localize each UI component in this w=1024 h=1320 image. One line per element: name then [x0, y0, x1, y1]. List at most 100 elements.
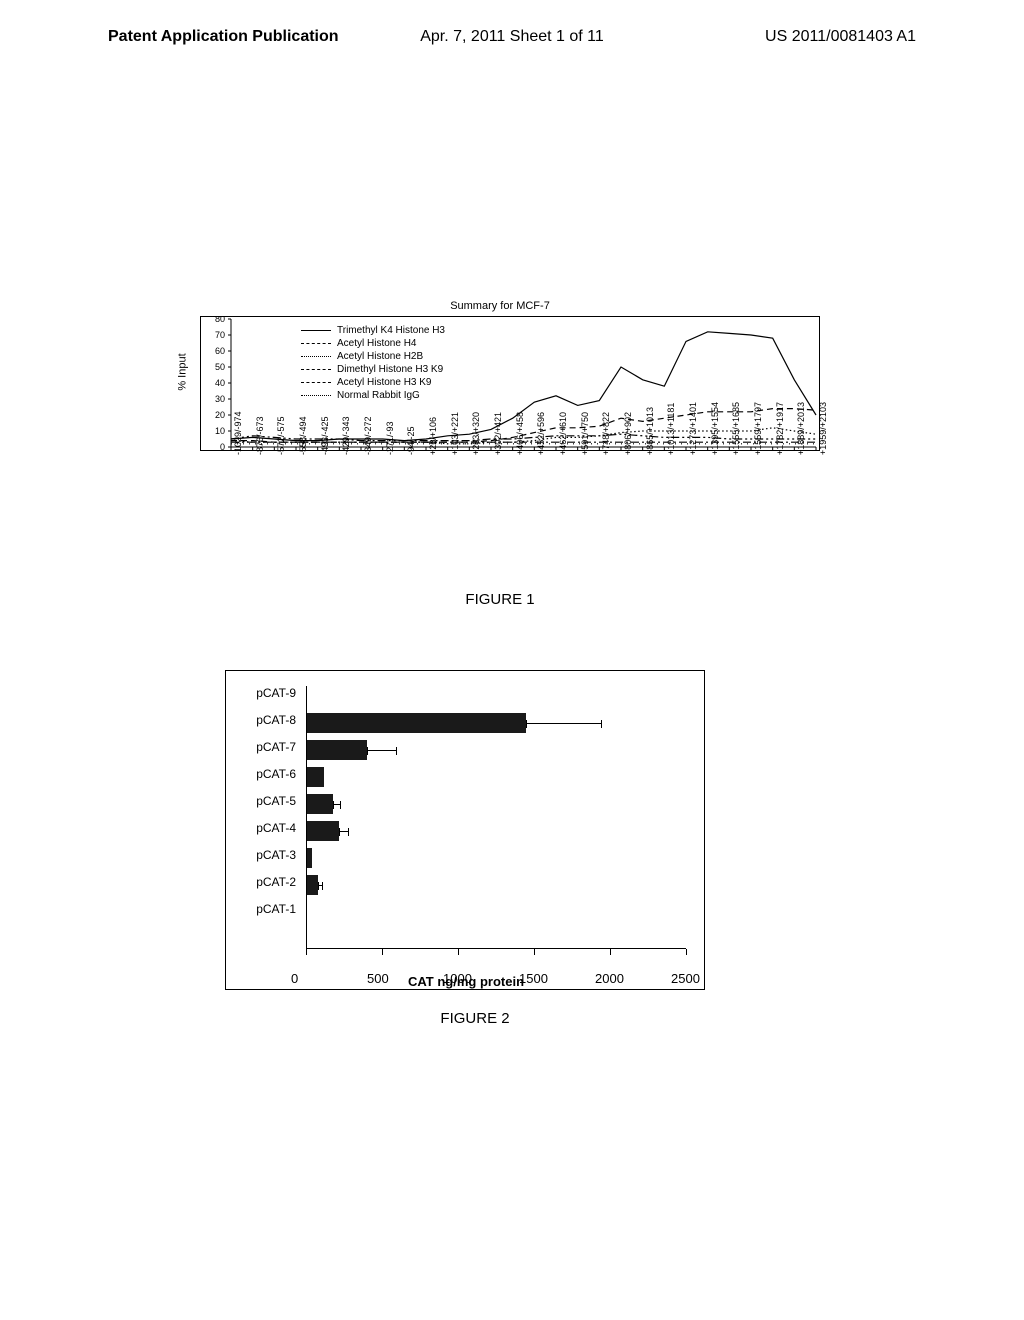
fig2-category-label: pCAT-5: [236, 794, 296, 808]
fig1-x-tick: +406/+458: [515, 412, 525, 455]
legend-swatch: [301, 356, 331, 357]
fig2-x-axis-line: [306, 948, 686, 949]
fig1-x-tick: -493/-425: [320, 416, 330, 455]
fig1-x-tick: -572/-575: [276, 416, 286, 455]
legend-label: Acetyl Histone H4: [337, 338, 416, 349]
figure-2: pCAT-9 pCAT-8 pCAT-7 pCAT-6 pCAT-5 pCAT-4 pCAT…: [225, 670, 725, 1050]
fig1-y-axis-label: % Input: [177, 353, 189, 390]
fig2-category-label: pCAT-9: [236, 686, 296, 700]
fig1-title: Summary for MCF-7: [180, 300, 820, 312]
fig1-x-tick: +1555/+1685: [731, 402, 741, 455]
svg-text:10: 10: [215, 426, 225, 436]
fig2-bars: pCAT-9pCAT-8pCAT-7pCAT-6pCAT-5pCAT-4pCAT…: [306, 686, 694, 926]
fig1-x-tick: +1959/+2103: [818, 402, 828, 455]
fig2-bar: [306, 713, 526, 733]
fig2-bar-row: [306, 794, 341, 814]
svg-text:20: 20: [215, 410, 225, 420]
fig1-x-tick: +1013/+1181: [666, 403, 676, 455]
fig1-x-tick: +26/+106: [428, 417, 438, 455]
legend-swatch: [301, 382, 331, 383]
fig2-bar-row: [306, 713, 602, 733]
fig2-bar-row: [306, 875, 323, 895]
header-date-sheet: Apr. 7, 2011 Sheet 1 of 11: [420, 28, 604, 46]
fig2-category-label: pCAT-4: [236, 821, 296, 835]
fig1-x-tick: +462/+610: [558, 412, 568, 455]
figure-1: Summary for MCF-7 01020304050607080 Trim…: [180, 300, 820, 540]
fig2-y-axis-line: [306, 686, 307, 951]
fig2-x-tick-mark: [686, 949, 687, 955]
fig2-category-label: pCAT-2: [236, 875, 296, 889]
svg-text:60: 60: [215, 346, 225, 356]
fig2-bar-row: [306, 821, 349, 841]
fig2-error-bar: [318, 885, 323, 886]
header-pub-number: US 2011/0081403 A1: [765, 28, 916, 46]
fig1-x-tick: +1395/+1554: [710, 402, 720, 455]
fig2-bar-row: [306, 767, 324, 787]
fig1-legend: Trimethyl K4 Histone H3 Acetyl Histone H4…: [301, 325, 445, 403]
fig2-category-label: pCAT-3: [236, 848, 296, 862]
legend-label: Acetyl Histone H2B: [337, 351, 423, 362]
fig2-bar: [306, 740, 367, 760]
legend-swatch: [301, 369, 331, 370]
legend-swatch: [301, 330, 331, 331]
fig1-x-tick: -1029/-974: [233, 411, 243, 455]
fig1-x-tick: +806/+902: [623, 412, 633, 455]
legend-label: Trimethyl K4 Histone H3: [337, 325, 445, 336]
fig2-x-axis-label: CAT ng/mg protein: [226, 974, 706, 989]
fig1-legend-item: Acetyl Histone H2B: [301, 351, 445, 362]
fig2-bar: [306, 767, 324, 787]
fig2-plot-area: pCAT-9 pCAT-8 pCAT-7 pCAT-6 pCAT-5 pCAT-4 pCAT…: [225, 670, 705, 990]
page-header: Patent Application Publication Apr. 7, 2…: [0, 28, 1024, 46]
fig1-x-tick: -558/-494: [298, 416, 308, 455]
fig2-error-bar: [339, 831, 348, 832]
fig2-error-bar: [526, 723, 602, 724]
fig2-caption: FIGURE 2: [225, 1010, 725, 1027]
fig1-legend-item: Acetyl Histone H4: [301, 338, 445, 349]
fig2-category-label: pCAT-6: [236, 767, 296, 781]
fig1-x-tick: +302/+421: [493, 412, 503, 455]
fig2-bar: [306, 875, 318, 895]
fig2-error-bar: [367, 750, 397, 751]
fig2-x-tick-mark: [534, 949, 535, 955]
fig2-bar: [306, 794, 333, 814]
fig1-x-tick: -876/-673: [255, 416, 265, 455]
fig1-x-tick: -271/-93: [385, 421, 395, 455]
fig1-x-tick: -94/-25: [406, 426, 416, 455]
fig2-category-label: pCAT-1: [236, 902, 296, 916]
fig2-category-label: pCAT-8: [236, 713, 296, 727]
fig1-x-tick: +1782/+1917: [775, 402, 785, 455]
fig1-x-tick: +591/+750: [580, 412, 590, 455]
fig1-plot-area: 01020304050607080 Trimethyl K4 Histone H…: [200, 316, 820, 451]
svg-text:40: 40: [215, 378, 225, 388]
legend-swatch: [301, 343, 331, 344]
legend-label: Dimethyl Histone H3 K9: [337, 364, 443, 375]
legend-swatch: [301, 395, 331, 396]
fig1-x-tick: +1273/+1401: [688, 402, 698, 455]
fig2-x-tick-mark: [610, 949, 611, 955]
fig1-x-tick: +865/+1013: [645, 407, 655, 455]
fig1-x-ticks: -1029/-974-876/-673-572/-575-558/-494-49…: [200, 451, 820, 521]
fig1-x-tick: -349/-272: [363, 416, 373, 455]
fig1-x-tick: +748/+822: [601, 412, 611, 455]
fig2-category-label: pCAT-7: [236, 740, 296, 754]
legend-label: Normal Rabbit IgG: [337, 390, 420, 401]
fig1-x-tick: -429/-343: [341, 416, 351, 455]
svg-text:50: 50: [215, 362, 225, 372]
svg-text:30: 30: [215, 394, 225, 404]
fig1-x-tick: +103/+221: [450, 412, 460, 455]
fig2-bar-row: [306, 740, 397, 760]
fig2-x-tick-mark: [306, 949, 307, 955]
fig2-error-bar: [333, 804, 341, 805]
fig2-x-tick-mark: [458, 949, 459, 955]
fig1-x-tick: +452/+596: [536, 412, 546, 455]
fig1-x-tick: +1889/+2013: [796, 402, 806, 455]
fig1-legend-item: Dimethyl Histone H3 K9: [301, 364, 445, 375]
svg-text:70: 70: [215, 330, 225, 340]
fig1-legend-item: Trimethyl K4 Histone H3: [301, 325, 445, 336]
fig2-x-tick-mark: [382, 949, 383, 955]
fig1-x-tick: +1559/+1797: [753, 402, 763, 455]
legend-label: Acetyl Histone H3 K9: [337, 377, 432, 388]
header-publication: Patent Application Publication: [108, 28, 339, 46]
fig1-legend-item: Acetyl Histone H3 K9: [301, 377, 445, 388]
fig1-legend-item: Normal Rabbit IgG: [301, 390, 445, 401]
